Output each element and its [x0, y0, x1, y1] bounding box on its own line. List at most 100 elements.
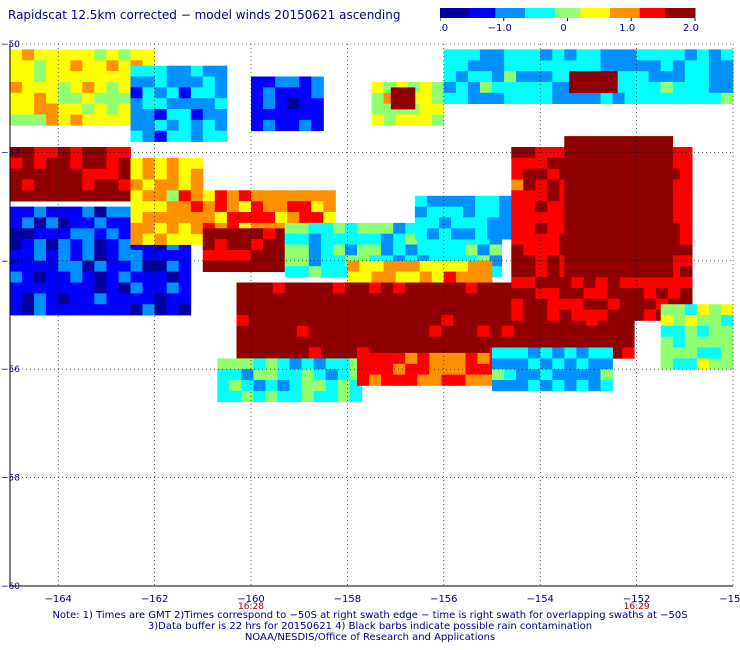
- heatmap-cell: [622, 325, 635, 337]
- heatmap-cell: [547, 168, 560, 180]
- heatmap-cell: [696, 49, 710, 61]
- heatmap-cell: [672, 325, 686, 337]
- heatmap-cell: [443, 81, 457, 94]
- heatmap-cell: [58, 260, 71, 272]
- heatmap-cell: [70, 271, 83, 283]
- heatmap-cell: [263, 119, 276, 132]
- heatmap-cell: [667, 157, 681, 169]
- heatmap-cell: [284, 222, 298, 235]
- heatmap-cell: [547, 147, 560, 159]
- heatmap-cell: [393, 374, 406, 386]
- heatmap-cell: [337, 358, 351, 370]
- heatmap-cell: [82, 49, 95, 61]
- heatmap-cell: [130, 119, 143, 132]
- heatmap-cell: [636, 168, 649, 180]
- heatmap-cell: [357, 282, 370, 294]
- heatmap-cell: [499, 206, 512, 218]
- heatmap-cell: [600, 60, 613, 72]
- heatmap-cell: [94, 49, 107, 61]
- heatmap-cell: [371, 271, 384, 283]
- colorbar-tick-label: 2.0: [683, 23, 699, 34]
- heatmap-cell: [154, 98, 168, 110]
- heatmap-cell: [301, 380, 315, 392]
- heatmap-cell: [680, 233, 693, 245]
- heatmap-cell: [431, 114, 445, 126]
- heatmap-cell: [453, 282, 466, 294]
- heatmap-cell: [465, 293, 478, 305]
- heatmap-cell: [564, 380, 577, 392]
- heatmap-cell: [34, 147, 47, 159]
- heatmap-cell: [552, 369, 565, 381]
- colorbar-segment: [678, 8, 683, 18]
- colorbar-segment: [635, 8, 641, 18]
- heatmap-cell: [251, 109, 264, 121]
- heatmap-cell: [313, 358, 327, 370]
- heatmap-cell: [345, 325, 358, 337]
- heatmap-cell: [672, 49, 686, 61]
- heatmap-cell: [178, 98, 192, 110]
- heatmap-cell: [94, 103, 107, 115]
- heatmap-cell: [320, 222, 334, 235]
- heatmap-cell: [226, 201, 240, 213]
- heatmap-cell: [332, 255, 346, 267]
- colorbar-segment: [448, 8, 454, 18]
- heatmap-cell: [696, 347, 710, 359]
- heatmap-cell: [311, 76, 324, 88]
- heatmap-cell: [190, 87, 204, 99]
- heatmap-cell: [332, 336, 346, 348]
- heatmap-cell: [453, 363, 466, 375]
- heatmap-cell: [549, 336, 563, 348]
- heatmap-cell: [588, 49, 601, 61]
- heatmap-cell: [308, 325, 322, 337]
- heatmap-cell: [516, 81, 529, 94]
- heatmap-cell: [564, 92, 577, 104]
- heatmap-cell: [190, 233, 204, 245]
- heatmap-cell: [190, 130, 204, 142]
- heatmap-cell: [540, 369, 553, 381]
- heatmap-cell: [535, 266, 548, 278]
- heatmap-cell: [477, 282, 490, 294]
- heatmap-cell: [648, 233, 662, 245]
- heatmap-cell: [357, 233, 370, 245]
- heatmap-cell: [552, 380, 565, 392]
- heatmap-cell: [624, 81, 637, 94]
- heatmap-cell: [612, 92, 625, 104]
- heatmap-cell: [612, 266, 625, 278]
- heatmap-cell: [22, 190, 35, 202]
- heatmap-cell: [540, 380, 553, 392]
- heatmap-cell: [130, 233, 143, 245]
- heatmap-cell: [320, 336, 334, 348]
- heatmap-cell: [345, 336, 358, 348]
- heatmap-cell: [419, 271, 433, 283]
- heatmap-cell: [106, 71, 119, 83]
- heatmap-cell: [414, 206, 428, 218]
- x-tick-label: −152: [623, 594, 650, 605]
- heatmap-cell: [357, 374, 370, 386]
- heatmap-cell: [559, 298, 572, 310]
- heatmap-cell: [455, 260, 469, 272]
- heatmap-cell: [248, 282, 261, 294]
- heatmap-cell: [226, 239, 240, 251]
- heatmap-cell: [178, 65, 192, 77]
- heatmap-cell: [178, 293, 192, 305]
- heatmap-cell: [477, 325, 490, 337]
- heatmap-cell: [571, 287, 584, 300]
- heatmap-cell: [660, 136, 674, 148]
- heatmap-cell: [439, 206, 452, 218]
- heatmap-cell: [272, 347, 286, 359]
- heatmap-cell: [260, 304, 274, 316]
- heatmap-cell: [535, 255, 548, 267]
- heatmap-cell: [588, 157, 601, 169]
- heatmap-cell: [332, 233, 346, 245]
- heatmap-cell: [528, 358, 541, 370]
- heatmap-cell: [405, 222, 418, 235]
- heatmap-cell: [251, 76, 264, 88]
- heatmap-cell: [417, 282, 430, 294]
- heatmap-cell: [34, 103, 47, 115]
- y-tick-label: −56: [1, 365, 20, 375]
- heatmap-cell: [419, 81, 433, 94]
- heatmap-cell: [277, 369, 290, 381]
- heatmap-cell: [552, 49, 565, 61]
- heatmap-cell: [511, 309, 524, 321]
- heatmap-cell: [248, 336, 261, 348]
